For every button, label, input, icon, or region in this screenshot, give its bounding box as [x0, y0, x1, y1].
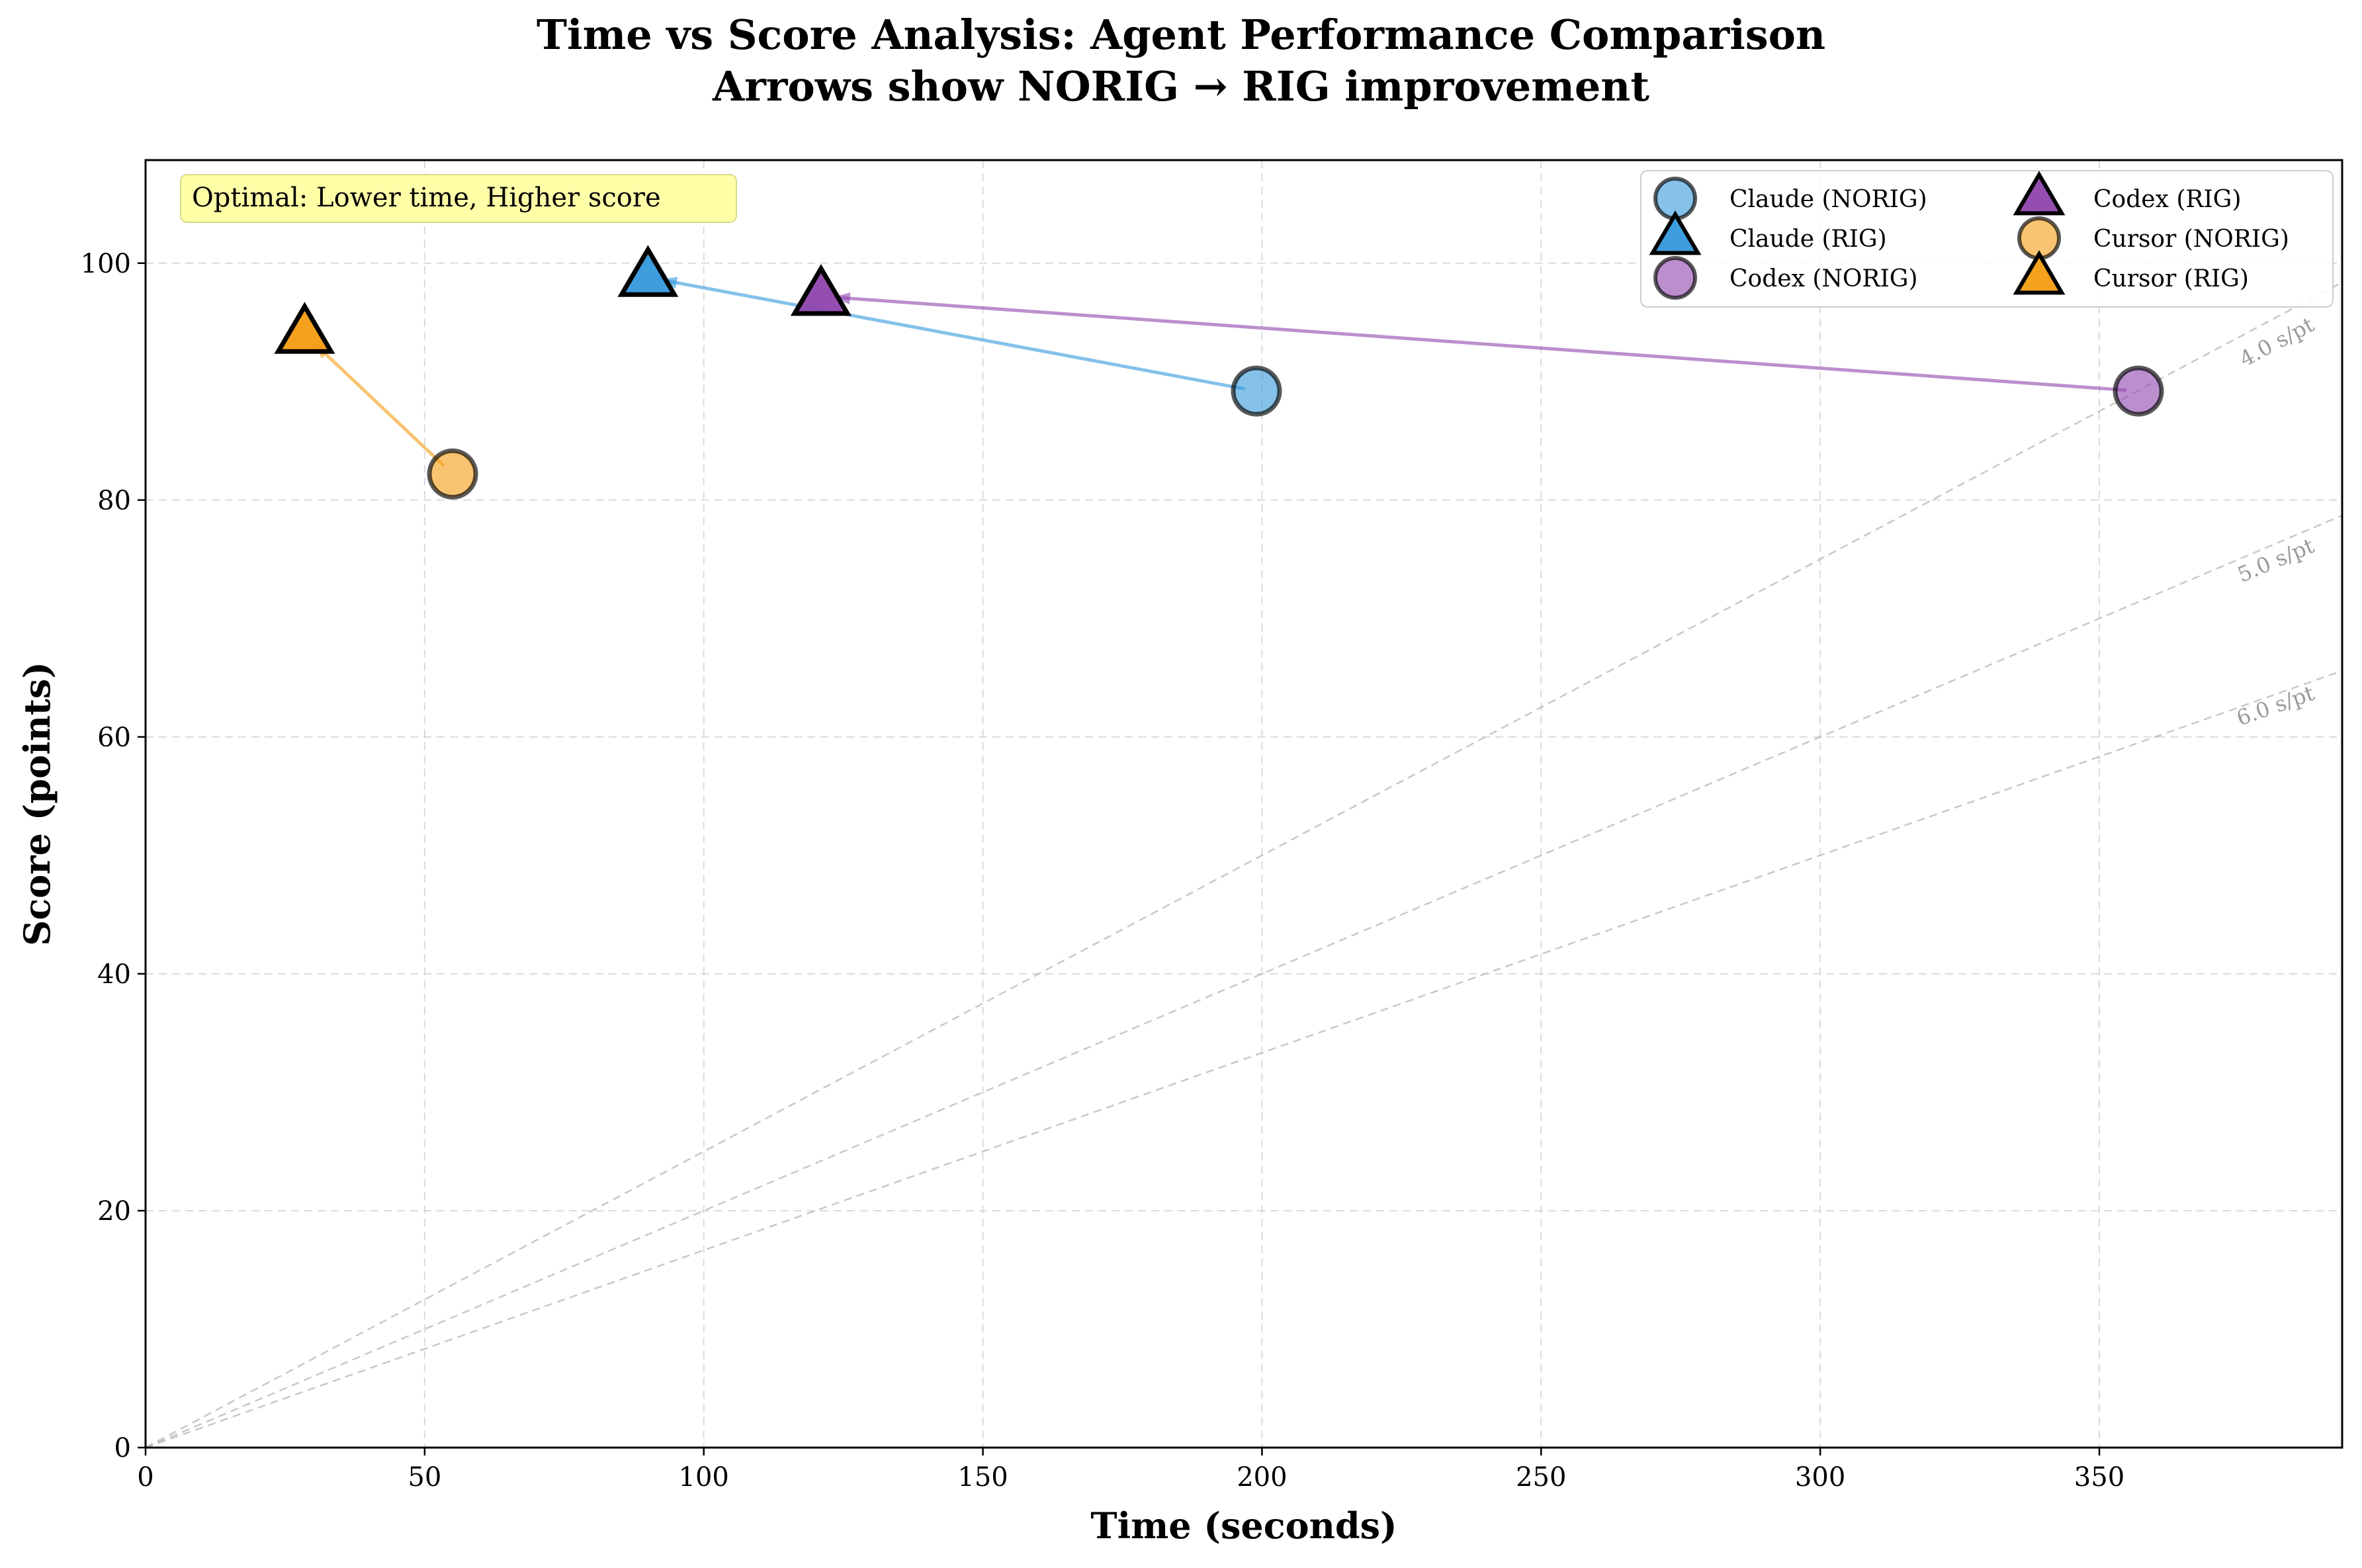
y-tick-label: 80 — [97, 486, 131, 516]
y-tick-label: 0 — [114, 1433, 131, 1463]
x-tick-label: 200 — [1237, 1462, 1287, 1493]
reference-line-label: 5.0 s/pt — [2234, 533, 2318, 588]
annotation-box — [180, 174, 737, 223]
reference-line — [145, 670, 2343, 1449]
x-tick-label: 100 — [679, 1462, 729, 1493]
norig-point-cursor — [427, 448, 478, 500]
y-tick-label: 40 — [97, 959, 131, 990]
legend-marker-rig — [2013, 250, 2066, 295]
legend-marker-norig — [1653, 256, 1697, 300]
plot-area-frame — [144, 159, 2343, 1449]
rig-point-cursor — [274, 302, 335, 354]
legend-marker-rig — [1649, 210, 1702, 255]
y-tick-label: 60 — [97, 722, 131, 753]
reference-line — [145, 514, 2343, 1449]
reference-line-label: 6.0 s/pt — [2233, 680, 2317, 730]
rig-point-claude — [617, 245, 679, 297]
norig-point-claude — [1231, 365, 1282, 417]
legend-label: Cursor (NORIG) — [2093, 226, 2289, 253]
norig-point-codex — [2113, 365, 2164, 417]
x-tick-label: 300 — [1795, 1462, 1845, 1493]
legend-label: Cursor (RIG) — [2093, 265, 2249, 292]
reference-line — [145, 281, 2343, 1449]
legend-label: Codex (NORIG) — [1729, 265, 1918, 292]
reference-line-label: 4.0 s/pt — [2236, 312, 2318, 372]
x-tick-label: 250 — [1516, 1462, 1566, 1493]
improvement-arrow — [312, 341, 445, 467]
y-axis-label: Score (points) — [16, 662, 58, 946]
x-tick-label: 350 — [2074, 1462, 2124, 1493]
legend-marker-rig — [2013, 171, 2066, 216]
annotation-text: Optimal: Lower time, Higher score — [192, 183, 661, 213]
x-tick-label: 150 — [957, 1462, 1008, 1493]
legend-box — [1640, 170, 2334, 308]
rig-point-codex — [790, 263, 852, 316]
x-axis-label: Time (seconds) — [1090, 1504, 1397, 1547]
improvement-arrowhead — [832, 292, 851, 305]
y-tick-label: 100 — [81, 249, 131, 279]
legend-label: Codex (RIG) — [2093, 186, 2242, 213]
x-tick-label: 0 — [137, 1462, 153, 1493]
legend-label: Claude (NORIG) — [1729, 186, 1927, 213]
improvement-arrow — [832, 295, 2127, 392]
legend-label: Claude (RIG) — [1729, 226, 1887, 253]
chart-title-line1: Time vs Score Analysis: Agent Performanc… — [537, 11, 1825, 59]
improvement-arrow — [659, 278, 1245, 391]
x-tick-label: 50 — [408, 1462, 441, 1493]
chart-title-line2: Arrows show NORIG → RIG improvement — [712, 62, 1649, 110]
y-tick-label: 20 — [97, 1196, 131, 1227]
